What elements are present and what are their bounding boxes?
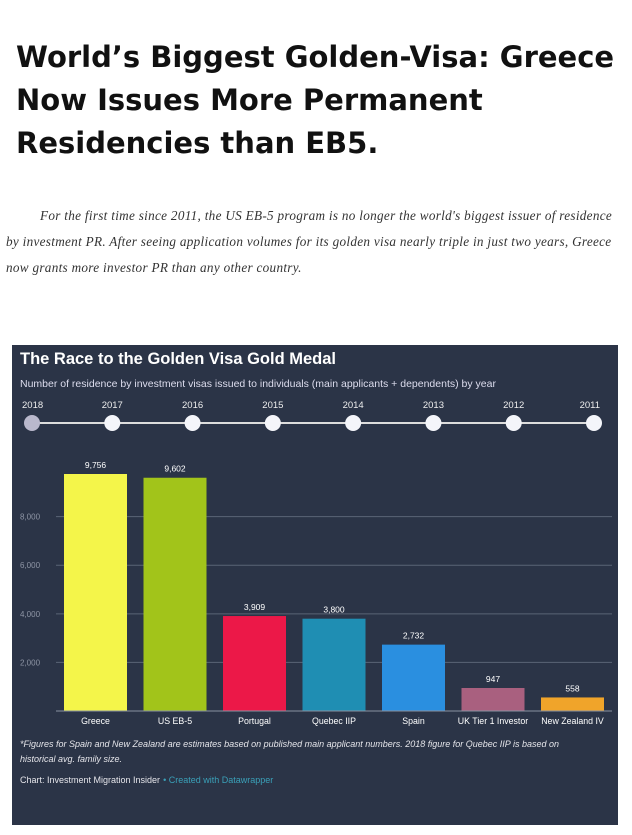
- chart: The Race to the Golden Visa Gold Medal N…: [12, 345, 618, 825]
- chart-svg: The Race to the Golden Visa Gold Medal N…: [20, 350, 612, 785]
- source-line: Chart: Investment Migration Insider • Cre…: [20, 775, 273, 785]
- bar-quebec-iip: [302, 618, 366, 711]
- bar-new-zealand-iv: [541, 697, 604, 711]
- bar-value-label: 9,602: [164, 464, 186, 474]
- intro-paragraph: For the first time since 2011, the US EB…: [6, 208, 613, 275]
- bar-value-label: 3,800: [323, 605, 345, 615]
- chart-title: The Race to the Golden Visa Gold Medal: [20, 350, 336, 368]
- timeline-year-label: 2013: [423, 400, 444, 411]
- bar-value-label: 2,732: [403, 631, 425, 641]
- timeline-year-2016-button[interactable]: [184, 415, 201, 431]
- timeline-year-2014-button[interactable]: [345, 415, 362, 431]
- timeline-year-label: 2015: [262, 400, 283, 411]
- timeline-year-label: 2018: [22, 400, 43, 411]
- bar-us-eb-5: [143, 477, 207, 711]
- x-tick-label: US EB-5: [158, 716, 192, 726]
- y-tick-label: 4,000: [20, 610, 41, 619]
- bar-value-label: 558: [565, 683, 579, 693]
- x-tick-label: Greece: [81, 716, 110, 726]
- x-tick-label: UK Tier 1 Investor: [458, 716, 528, 726]
- footnote-line-2: historical avg. family size.: [20, 754, 122, 764]
- timeline-year-2012-button[interactable]: [505, 415, 522, 431]
- footnote-line-1: *Figures for Spain and New Zealand are e…: [20, 739, 559, 749]
- bar-greece: [64, 474, 127, 711]
- timeline-year-label: 2014: [343, 400, 364, 411]
- x-tick-label: New Zealand IV: [541, 716, 604, 726]
- source: Chart: Investment Migration Insider: [20, 775, 160, 785]
- bar-spain: [382, 644, 445, 711]
- x-tick-label: Quebec IIP: [312, 716, 356, 726]
- x-tick-label: Spain: [402, 716, 425, 726]
- headline: World’s Biggest Golden-Visa: Greece Now …: [16, 40, 615, 160]
- timeline-year-label: 2016: [182, 400, 203, 411]
- year-timeline: 2018 2017 2016 2015 2014 2013 2012 2011: [22, 400, 602, 431]
- bar-value-label: 947: [486, 674, 500, 684]
- bar-value-label: 9,756: [85, 460, 107, 470]
- chart-subtitle: Number of residence by investment visas …: [20, 378, 496, 390]
- timeline-year-2017-button[interactable]: [104, 415, 121, 431]
- timeline-year-2013-button[interactable]: [425, 415, 442, 431]
- timeline-year-2011-button[interactable]: [586, 415, 602, 431]
- timeline-year-label: 2012: [503, 400, 524, 411]
- timeline-year-label: 2017: [102, 400, 123, 411]
- datawrapper-credit[interactable]: • Created with Datawrapper: [163, 775, 273, 785]
- timeline-year-2018-button[interactable]: [24, 415, 40, 431]
- bar-portugal: [223, 616, 286, 711]
- y-tick-label: 8,000: [20, 513, 41, 522]
- timeline-year-2015-button[interactable]: [264, 415, 281, 431]
- x-tick-label: Portugal: [238, 716, 271, 726]
- y-tick-label: 2,000: [20, 658, 41, 667]
- timeline-year-label: 2011: [580, 400, 600, 411]
- y-tick-label: 6,000: [20, 561, 41, 570]
- bar-value-label: 3,909: [244, 602, 266, 612]
- bar-uk-tier-1-investor: [461, 687, 525, 711]
